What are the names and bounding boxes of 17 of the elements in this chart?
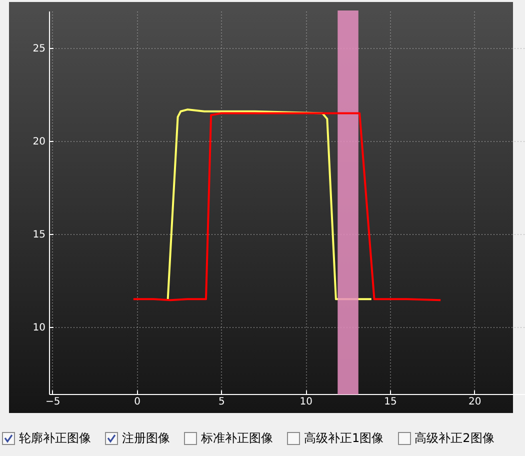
x-tick-label: −5 (46, 396, 60, 408)
x-tick-label: 5 (218, 396, 225, 408)
text: 标准补正图像 (201, 430, 273, 447)
y-tick-label: 15 (32, 230, 46, 241)
x-tick-label: 10 (300, 396, 312, 408)
line-series (132, 112, 442, 302)
text: 高级补正1图像 (304, 430, 384, 447)
text: 注册图像 (122, 430, 170, 447)
text: 高级补正2图像 (414, 430, 494, 447)
text: 轮廓补正图像 (19, 430, 91, 447)
y-tick-label: 25 (32, 44, 46, 55)
x-tick-label: 0 (134, 396, 140, 408)
y-tick-label: 10 (32, 322, 46, 334)
line-series (166, 108, 372, 300)
x-tick-label: 20 (468, 396, 482, 408)
y-tick-label: 20 (32, 136, 46, 148)
x-tick-label: 15 (384, 396, 397, 408)
